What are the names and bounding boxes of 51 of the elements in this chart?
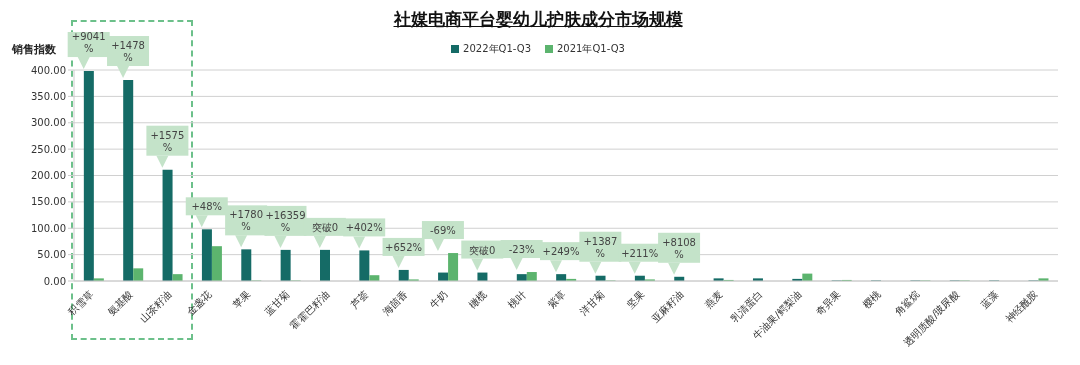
x-tick-label: 牛奶: [427, 288, 450, 311]
y-tick-label: 150.00: [31, 196, 66, 208]
x-tick-label: 洋甘菊: [577, 288, 607, 318]
y-tick-label: 100.00: [31, 222, 66, 234]
annotation: +1780%: [229, 209, 264, 233]
y-tick-label: 200.00: [31, 170, 66, 182]
x-tick-label: 金盏花: [184, 288, 214, 318]
x-tick-label: 桃叶: [506, 288, 529, 311]
legend-label: 2022年Q1-Q3: [462, 42, 531, 56]
x-tick-label: 苹果: [230, 288, 253, 311]
x-tick-label: 橄榄: [466, 288, 489, 311]
annotation: +8108%: [662, 236, 696, 260]
x-tick-label: 角鲨烷: [892, 288, 922, 318]
y-axis-title: 销售指数: [12, 42, 56, 57]
x-tick-label: 亚麻籽油: [649, 288, 686, 325]
x-tick-label: 燕麦: [702, 288, 725, 311]
annotation: +9041%: [71, 31, 106, 55]
annotation: -23%: [508, 244, 535, 256]
x-tick-label: 山茶籽油: [137, 288, 174, 325]
annotation: +1478%: [111, 40, 145, 64]
annotation: +249%: [542, 246, 580, 258]
x-tick-label: 坚果: [624, 288, 647, 311]
y-tick-label: 250.00: [31, 143, 66, 155]
x-tick-label: 海茴香: [380, 288, 410, 318]
x-tick-label: 樱桃: [860, 288, 883, 311]
x-tick-label: 神经酰胺: [1003, 288, 1040, 325]
annotation: +402%: [345, 222, 383, 234]
annotation: +48%: [191, 201, 223, 213]
annotation: +1387%: [583, 235, 618, 259]
x-tick-label: 芦荟: [348, 288, 371, 311]
annotation: 突破0: [311, 221, 339, 233]
x-tick-label: 积雪草: [66, 288, 96, 318]
x-tick-label: 乳清蛋白: [728, 288, 765, 325]
y-tick-label: 400.00: [31, 64, 66, 76]
annotation: +16359%: [265, 209, 306, 233]
x-tick-label: 蓝藻: [978, 288, 1001, 311]
y-tick-label: 0.00: [43, 275, 66, 287]
annotation: +1575%: [150, 129, 185, 153]
x-tick-label: 奇异果: [813, 288, 843, 318]
annotation: -69%: [430, 225, 456, 237]
annotation: +652%: [385, 241, 423, 253]
y-tick-label: 300.00: [31, 117, 66, 129]
y-tick-label: 50.00: [37, 249, 66, 261]
chart-title: 社媒电商平台婴幼儿护肤成分市场规模: [392, 8, 684, 31]
legend-label: 2021年Q1-Q3: [556, 42, 625, 56]
annotation: 突破0: [469, 244, 496, 256]
y-tick-label: 350.00: [31, 90, 66, 102]
x-tick-label: 紫草: [545, 288, 568, 311]
x-tick-label: 蓝甘菊: [262, 288, 292, 318]
x-tick-label: 氨基酸: [105, 288, 135, 318]
annotation: +211%: [621, 247, 659, 259]
